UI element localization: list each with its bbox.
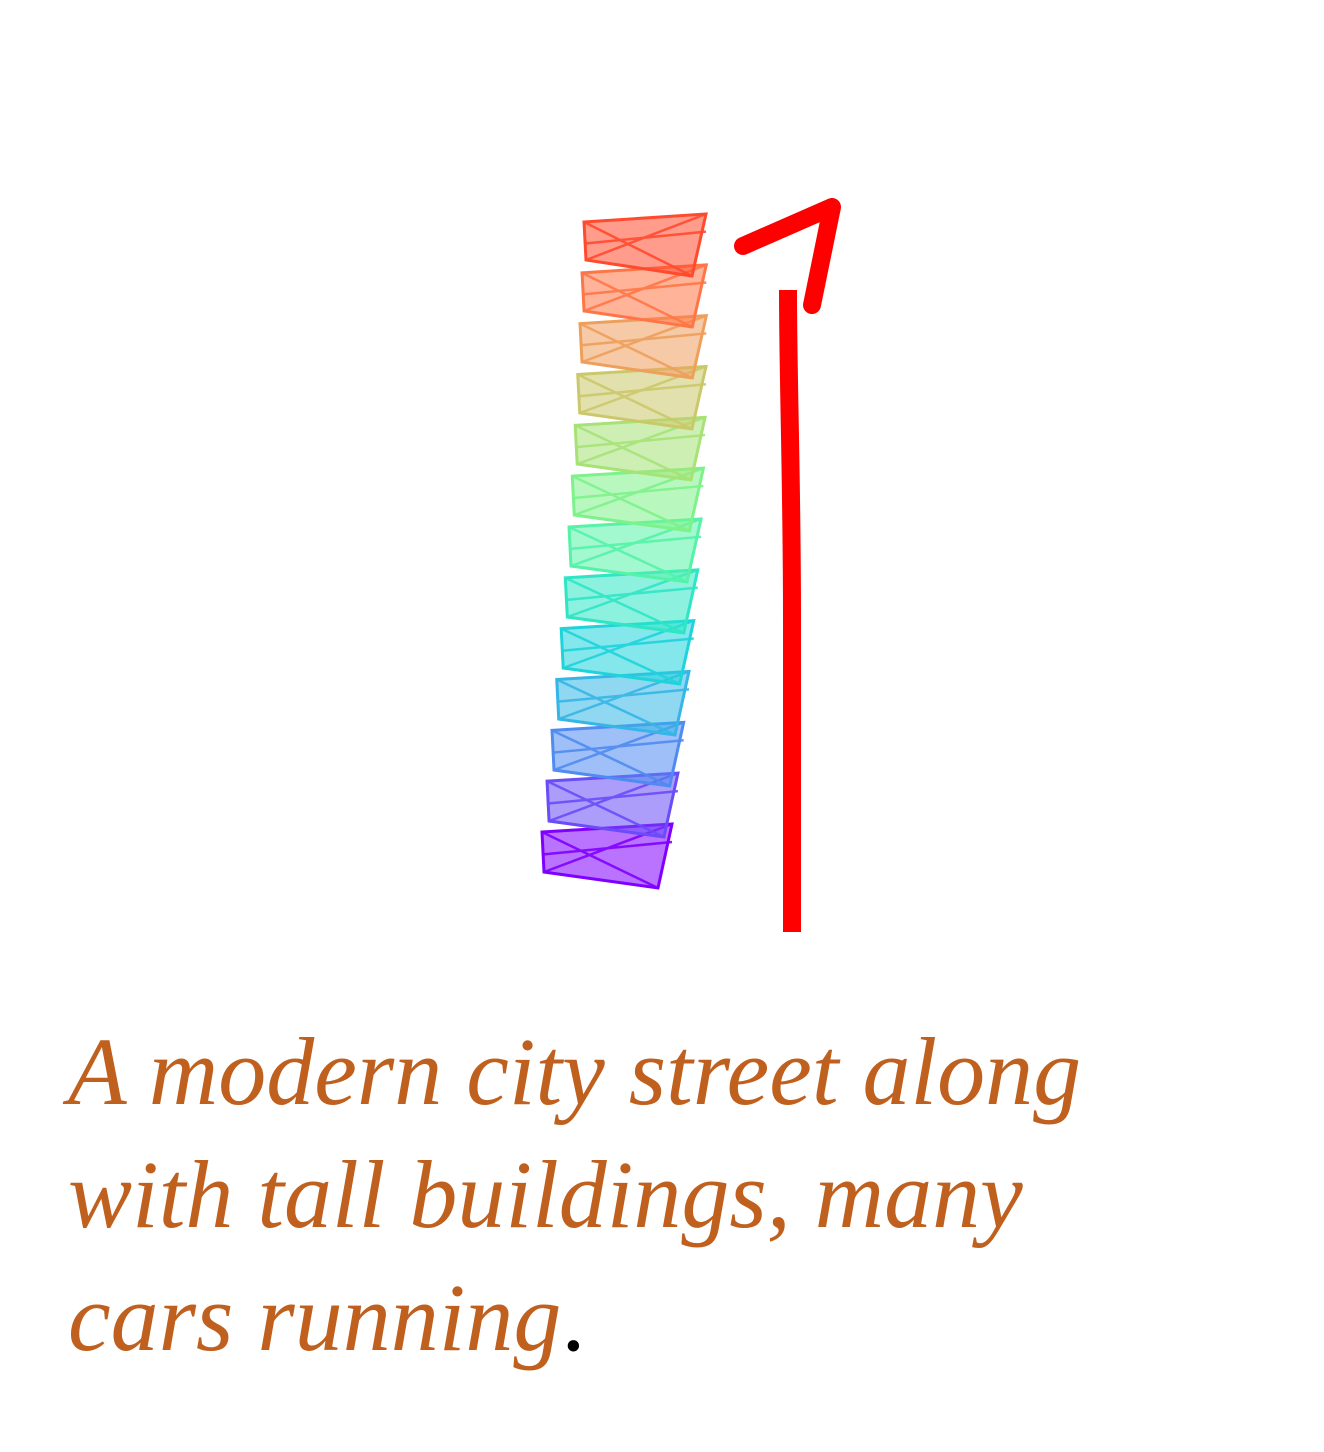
motion-arrow-head: [734, 198, 841, 314]
caption-text: A modern city street along with tall bui…: [68, 1018, 1082, 1371]
camera-frame: [540, 822, 674, 890]
camera-frame: [570, 466, 706, 533]
camera-frame-body: [582, 212, 708, 278]
camera-frame: [567, 517, 703, 584]
camera-frame: [582, 212, 708, 278]
caption-period: .: [561, 1264, 586, 1371]
motion-arrow-shaft: [779, 289, 801, 932]
camera-frame: [573, 415, 707, 482]
camera-frames: [540, 212, 709, 890]
camera-frame-edges: [583, 212, 707, 278]
caption: A modern city street along with tall bui…: [68, 1010, 1288, 1379]
